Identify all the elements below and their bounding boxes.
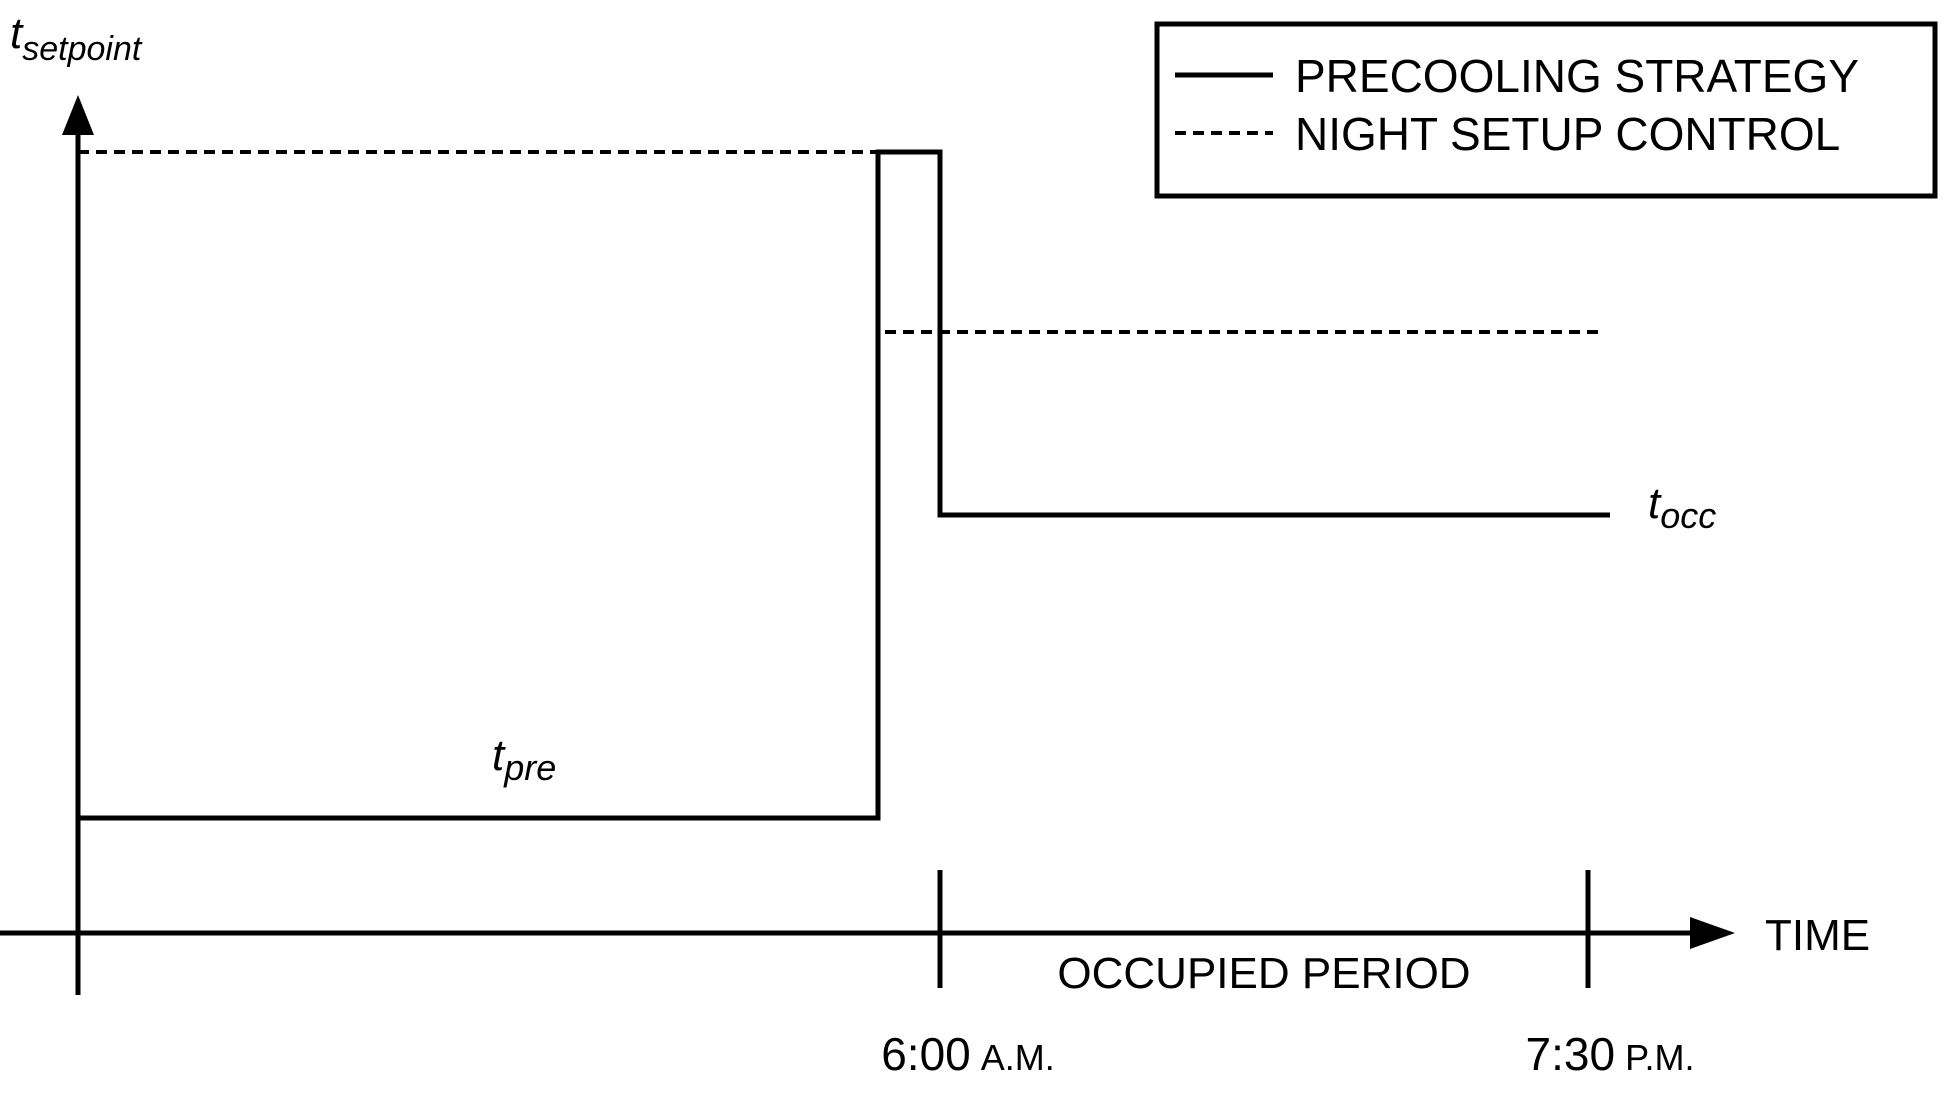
x-axis-label: TIME	[1765, 911, 1870, 960]
annotation-t-occ-sub: occ	[1660, 495, 1716, 536]
annotation-t-occ-main: t	[1648, 479, 1662, 528]
legend-label-precooling: PRECOOLING STRATEGY	[1295, 50, 1859, 102]
legend-box	[1154, 21, 1938, 199]
legend-label-night-setup: NIGHT SETUP CONTROL	[1295, 108, 1840, 160]
annotation-t-pre-main: t	[492, 731, 506, 780]
annotation-t-pre-sub: pre	[503, 747, 556, 788]
x-tick-label-730pm: 7:30 P.M.	[1526, 1028, 1695, 1080]
y-axis-label-main: t	[10, 9, 24, 58]
annotation-t-occ: tocc	[1648, 479, 1716, 536]
y-axis-label: tsetpoint	[10, 9, 143, 68]
annotation-t-pre: tpre	[492, 731, 556, 788]
x-axis-arrow	[1690, 917, 1735, 949]
x-tick-6am-ampm: A.M.	[981, 1037, 1055, 1078]
series-precooling-strategy	[78, 149, 1610, 821]
x-tick-730pm-ampm: P.M.	[1625, 1037, 1694, 1078]
legend: PRECOOLING STRATEGY NIGHT SETUP CONTROL	[1154, 21, 1938, 199]
y-axis-arrow	[62, 95, 94, 135]
y-axis-label-sub: setpoint	[22, 30, 143, 68]
x-tick-label-6am: 6:00 A.M.	[881, 1028, 1055, 1080]
occupied-period-label: OCCUPIED PERIOD	[1057, 949, 1470, 998]
x-tick-6am-time: 6:00	[881, 1028, 971, 1080]
x-tick-730pm-time: 7:30	[1526, 1028, 1616, 1080]
